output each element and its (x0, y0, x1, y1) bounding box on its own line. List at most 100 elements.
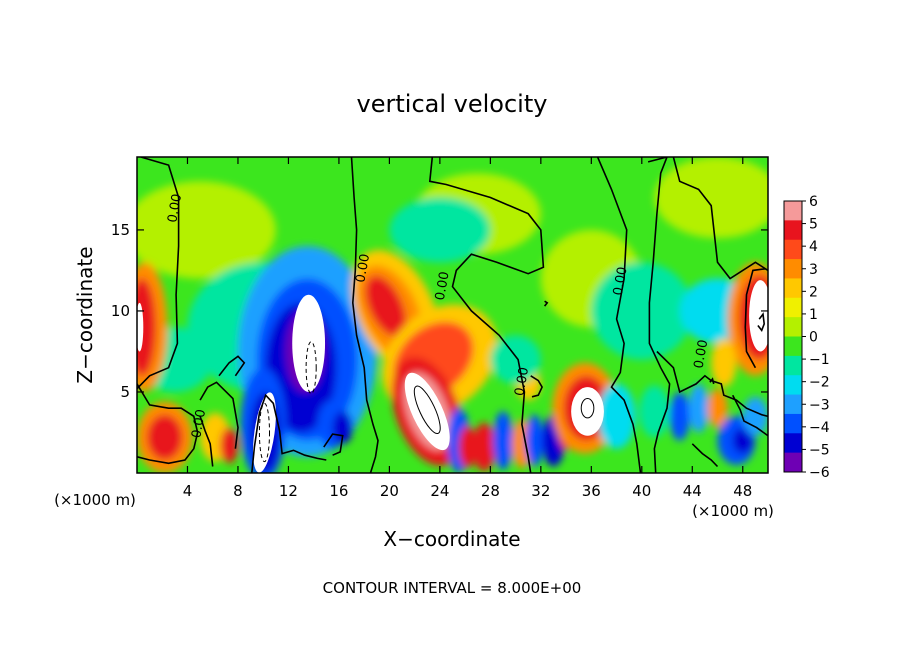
field-blob (732, 427, 753, 454)
x-tick-label: 20 (380, 482, 399, 500)
field-blob (490, 335, 541, 384)
x-tick-label: 32 (531, 482, 550, 500)
field-blob (591, 262, 693, 360)
x-tick-label: 24 (430, 482, 449, 500)
field-blob (742, 396, 768, 436)
zero-contour-line (543, 300, 549, 307)
field-blob (137, 278, 156, 376)
zero-contour-line (596, 157, 642, 473)
zero-contour-line (199, 381, 239, 449)
x-axis-label: X−coordinate (383, 527, 520, 551)
zero-contour-line (530, 375, 544, 398)
colorbar-swatch (784, 259, 802, 279)
colorbar-label: −4 (809, 420, 830, 436)
contour-label: 0.00 (512, 366, 532, 397)
colorbar-label: −3 (809, 397, 830, 413)
zero-contour-line (137, 383, 199, 465)
field-blob (654, 157, 768, 239)
field-blob (147, 414, 183, 461)
colorbar-label: −2 (809, 375, 830, 391)
colorbar-label: 4 (809, 239, 818, 255)
field-blob (707, 388, 728, 428)
velocity-cores (137, 280, 768, 473)
y-axis-label: Z−coordinate (73, 246, 97, 383)
contour-label: 0.00 (353, 253, 373, 284)
contour-label: 0.00 (189, 408, 209, 439)
x-tick-label: 8 (233, 482, 243, 500)
zero-contour-line (647, 157, 671, 473)
zero-contour-line (323, 433, 344, 456)
colorbar-label: −6 (809, 465, 830, 481)
field-blob (389, 197, 491, 263)
colorbar-label: −5 (809, 442, 830, 458)
x-tick-label: 44 (683, 482, 702, 500)
colorbar-label: −1 (809, 352, 830, 368)
colorbar-swatch (784, 201, 802, 221)
colorbar-swatch (784, 336, 802, 357)
negative-contour (258, 402, 271, 463)
x-axis: 4 8 12 16 20 24 28 32 36 40 44 48 (183, 157, 752, 500)
field-blob (472, 422, 496, 472)
x-tick-label: 48 (733, 482, 752, 500)
y-tick-label: 5 (120, 383, 130, 401)
y-tick-label: 10 (111, 302, 130, 320)
x-tick-label: 12 (279, 482, 298, 500)
colorbar-swatch (784, 394, 802, 415)
colorbar-swatch (784, 433, 802, 454)
field-core (292, 294, 326, 392)
x-tick-label: 28 (481, 482, 500, 500)
zero-contour-line (251, 393, 327, 473)
colorbar-label: 6 (809, 194, 818, 210)
positive-contour (413, 385, 441, 435)
field-blob (711, 338, 737, 388)
x-tick-label: 16 (329, 482, 348, 500)
contour-label: 0.00 (433, 270, 453, 301)
colorbar-swatch (784, 220, 802, 241)
chart-title: vertical velocity (357, 90, 548, 118)
zero-contour-line (218, 355, 246, 377)
colorbar-swatch (784, 355, 802, 376)
zero-contour-line (709, 377, 715, 385)
contour-label: 0.00 (611, 266, 631, 297)
plot-area: 0.00 0.00 0.00 0.00 0.00 0.00 0.00 (137, 157, 768, 473)
colorbar-swatch (784, 452, 802, 473)
zero-contour-line (744, 268, 766, 369)
colorbar-swatch (784, 317, 802, 337)
field-blob (669, 391, 690, 441)
field-blob (597, 383, 636, 449)
zero-contour-line (691, 443, 719, 468)
velocity-field (137, 157, 768, 473)
x-tick-label: 36 (582, 482, 601, 500)
field-core (571, 387, 604, 436)
zero-contour-line (656, 350, 768, 418)
field-core (404, 372, 450, 451)
zero-contour-line (672, 157, 768, 280)
zero-contour-line (428, 157, 545, 473)
contour-label: 0.00 (165, 193, 185, 224)
colorbar-swatch (784, 413, 802, 434)
y-tick-label: 15 (111, 221, 130, 239)
zero-contour-line (137, 157, 180, 390)
colorbar-swatch (784, 297, 802, 318)
colorbar-label: 1 (809, 307, 818, 323)
field-core (137, 302, 144, 352)
field-blob (525, 414, 544, 467)
zero-contour-line (731, 394, 768, 437)
colorbar-swatch (784, 239, 802, 260)
x-unit-left: (×1000 m) (54, 491, 136, 509)
field-blob (492, 411, 514, 470)
plot-frame (136, 156, 769, 474)
field-blob (137, 181, 276, 279)
x-tick-label: 40 (632, 482, 651, 500)
zero-contour-line (757, 312, 766, 333)
field-core (252, 392, 276, 473)
colorbar-label: 5 (809, 217, 818, 233)
field-blob (220, 427, 238, 464)
x-tick-label: 4 (183, 482, 193, 500)
colorbar: 6 5 4 3 2 1 0 −1 −2 −3 −4 −5 −6 (783, 194, 830, 481)
colorbar-label: 0 (809, 330, 818, 346)
field-blob (365, 275, 406, 337)
contour-interval-note: CONTOUR INTERVAL = 8.000E+00 (323, 579, 582, 597)
contour-labels: 0.00 0.00 0.00 0.00 0.00 0.00 0.00 (165, 193, 711, 440)
